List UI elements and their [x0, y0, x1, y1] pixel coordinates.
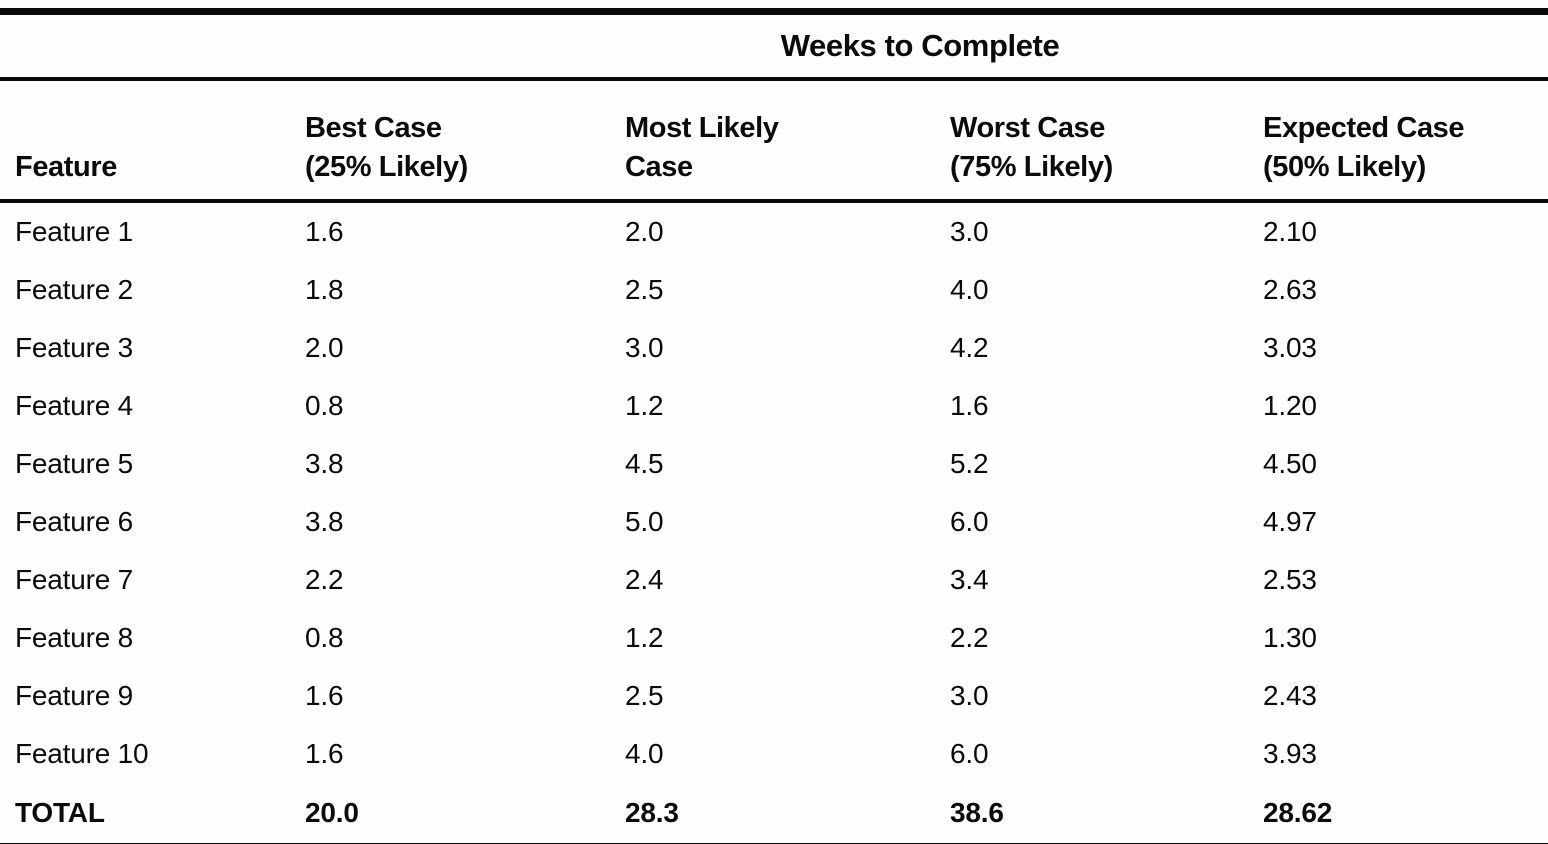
- best-case-cell: 1.6: [305, 738, 344, 769]
- total-best-case-cell: 20.0: [305, 797, 359, 828]
- table-title-row: Weeks to Complete: [0, 12, 1548, 80]
- expected-case-cell: 3.03: [1263, 332, 1317, 363]
- feature-cell: Feature 3: [15, 332, 134, 363]
- table-row: Feature 5 3.8 4.5 5.2 4.50: [0, 435, 1548, 493]
- expected-case-cell: 2.43: [1263, 680, 1317, 711]
- most-likely-cell: 1.2: [625, 390, 664, 421]
- estimate-table: Weeks to Complete Feature Best Case (25%…: [0, 8, 1548, 844]
- most-likely-cell: 4.5: [625, 448, 664, 479]
- most-likely-cell: 2.5: [625, 680, 664, 711]
- best-case-cell: 1.6: [305, 680, 344, 711]
- table-row: Feature 8 0.8 1.2 2.2 1.30: [0, 609, 1548, 667]
- feature-cell: Feature 10: [15, 738, 149, 769]
- column-header-feature: Feature: [15, 150, 117, 183]
- expected-case-cell: 4.50: [1263, 448, 1317, 479]
- worst-case-cell: 1.6: [950, 390, 989, 421]
- feature-cell: Feature 1: [15, 216, 134, 247]
- most-likely-cell: 1.2: [625, 622, 664, 653]
- most-likely-cell: 5.0: [625, 506, 664, 537]
- feature-cell: Feature 2: [15, 274, 134, 305]
- worst-case-cell: 3.4: [950, 564, 989, 595]
- expected-case-cell: 2.53: [1263, 564, 1317, 595]
- best-case-cell: 2.0: [305, 332, 344, 363]
- expected-case-cell: 2.63: [1263, 274, 1317, 305]
- most-likely-cell: 2.5: [625, 274, 664, 305]
- best-case-cell: 1.6: [305, 216, 344, 247]
- table-row: Feature 4 0.8 1.2 1.6 1.20: [0, 377, 1548, 435]
- expected-case-cell: 1.30: [1263, 622, 1317, 653]
- expected-case-cell: 3.93: [1263, 738, 1317, 769]
- total-worst-case-cell: 38.6: [950, 797, 1004, 828]
- table-row: Feature 3 2.0 3.0 4.2 3.03: [0, 319, 1548, 377]
- feature-cell: Feature 8: [15, 622, 134, 653]
- total-most-likely-cell: 28.3: [625, 797, 679, 828]
- best-case-cell: 3.8: [305, 506, 344, 537]
- worst-case-cell: 4.0: [950, 274, 989, 305]
- most-likely-cell: 2.0: [625, 216, 664, 247]
- total-label-cell: TOTAL: [15, 797, 105, 828]
- total-row: TOTAL 20.0 28.3 38.6 28.62: [0, 783, 1548, 844]
- expected-case-cell: 4.97: [1263, 506, 1317, 537]
- worst-case-cell: 3.0: [950, 216, 989, 247]
- best-case-cell: 0.8: [305, 622, 344, 653]
- table-row: Feature 7 2.2 2.4 3.4 2.53: [0, 551, 1548, 609]
- feature-cell: Feature 6: [15, 506, 134, 537]
- column-header-most-likely-case: Most Likely Case: [625, 111, 779, 183]
- most-likely-cell: 3.0: [625, 332, 664, 363]
- total-expected-case-cell: 28.62: [1263, 797, 1333, 828]
- table-row: Feature 10 1.6 4.0 6.0 3.93: [0, 725, 1548, 783]
- feature-cell: Feature 4: [15, 390, 134, 421]
- expected-case-cell: 2.10: [1263, 216, 1317, 247]
- best-case-cell: 0.8: [305, 390, 344, 421]
- best-case-cell: 1.8: [305, 274, 344, 305]
- column-header-worst-case: Worst Case (75% Likely): [950, 111, 1113, 183]
- most-likely-cell: 4.0: [625, 738, 664, 769]
- table-row: Feature 6 3.8 5.0 6.0 4.97: [0, 493, 1548, 551]
- column-header-row: Feature Best Case (25% Likely) Most Like…: [0, 79, 1548, 201]
- feature-cell: Feature 5: [15, 448, 134, 479]
- feature-cell: Feature 9: [15, 680, 134, 711]
- worst-case-cell: 6.0: [950, 506, 989, 537]
- best-case-cell: 3.8: [305, 448, 344, 479]
- most-likely-cell: 2.4: [625, 564, 664, 595]
- worst-case-cell: 6.0: [950, 738, 989, 769]
- table-row: Feature 2 1.8 2.5 4.0 2.63: [0, 261, 1548, 319]
- column-header-best-case: Best Case (25% Likely): [305, 111, 468, 183]
- best-case-cell: 2.2: [305, 564, 344, 595]
- worst-case-cell: 2.2: [950, 622, 989, 653]
- table-row: Feature 9 1.6 2.5 3.0 2.43: [0, 667, 1548, 725]
- table-title: Weeks to Complete: [780, 28, 1060, 63]
- worst-case-cell: 4.2: [950, 332, 989, 363]
- feature-cell: Feature 7: [15, 564, 134, 595]
- worst-case-cell: 3.0: [950, 680, 989, 711]
- column-header-expected-case: Expected Case (50% Likely): [1263, 111, 1465, 183]
- table-row: Feature 1 1.6 2.0 3.0 2.10: [0, 201, 1548, 261]
- title-spacer-cell: [0, 12, 292, 80]
- expected-case-cell: 1.20: [1263, 390, 1317, 421]
- worst-case-cell: 5.2: [950, 448, 989, 479]
